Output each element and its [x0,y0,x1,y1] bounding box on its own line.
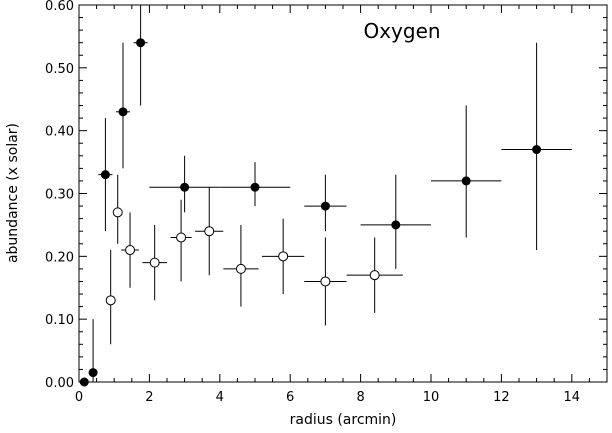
x-tick-label: 12 [493,390,510,405]
x-tick-label: 2 [145,390,153,405]
x-axis-label: radius (arcmin) [290,412,397,428]
y-axis-label: abundance (x solar) [5,123,21,263]
data-point-filled [501,42,572,251]
y-tick-label: 0.30 [45,188,74,203]
x-tick-label: 4 [216,390,224,405]
data-marks [79,5,572,387]
point-marker [320,201,330,211]
data-point-filled [115,42,131,169]
data-point-filled [79,377,89,387]
x-tick-label: 0 [75,390,83,405]
point-marker [204,226,215,237]
data-point-open [105,250,116,345]
point-marker [118,107,128,117]
x-tick-label: 8 [356,390,364,405]
point-marker [105,295,116,306]
point-marker [79,377,89,387]
chart-annotation: Oxygen [363,19,440,43]
data-point-open [195,187,224,276]
point-marker [461,176,471,186]
x-tick-label: 14 [564,390,581,405]
point-marker [235,263,246,274]
data-point-filled [98,118,113,232]
data-point-open [142,224,167,301]
point-marker [176,232,187,243]
y-tick-label: 0.10 [45,313,74,328]
point-marker [250,182,260,192]
point-marker [278,251,289,262]
data-point-filled [431,105,502,238]
data-point-open [304,237,347,326]
point-marker [88,368,98,378]
y-tick-label: 0.40 [45,125,74,140]
data-point-filled [304,174,347,232]
data-point-open [170,199,192,282]
data-point-filled [133,5,148,106]
data-point-filled [360,174,431,269]
data-point-open [223,224,259,307]
x-tick-label: 6 [286,390,294,405]
y-tick-label: 0.50 [45,62,74,77]
y-tick-label: 0.20 [45,250,74,265]
y-tick-label: 0.00 [45,376,74,391]
point-marker [100,170,110,180]
data-point-open [262,218,305,295]
point-marker [136,38,146,48]
point-marker [149,257,160,268]
axis-ticks: 0 2 4 6 8 10 12 14 0.00 0.10 0.20 0.30 0.40 0.50 0.60 [45,0,608,405]
point-marker [532,145,542,155]
x-tick-label: 10 [423,390,440,405]
data-point-filled [219,162,291,207]
y-tick-label: 0.60 [45,0,74,14]
plot-frame [78,4,608,383]
point-marker [391,220,401,230]
point-marker [112,207,123,218]
data-point-open [121,212,139,288]
point-marker [180,182,190,192]
data-point-filled [88,319,98,382]
point-marker [125,245,136,256]
data-point-open [346,237,403,313]
data-point-filled [149,155,220,213]
point-marker [320,276,331,287]
data-point-open [112,174,123,244]
point-marker [369,270,380,281]
